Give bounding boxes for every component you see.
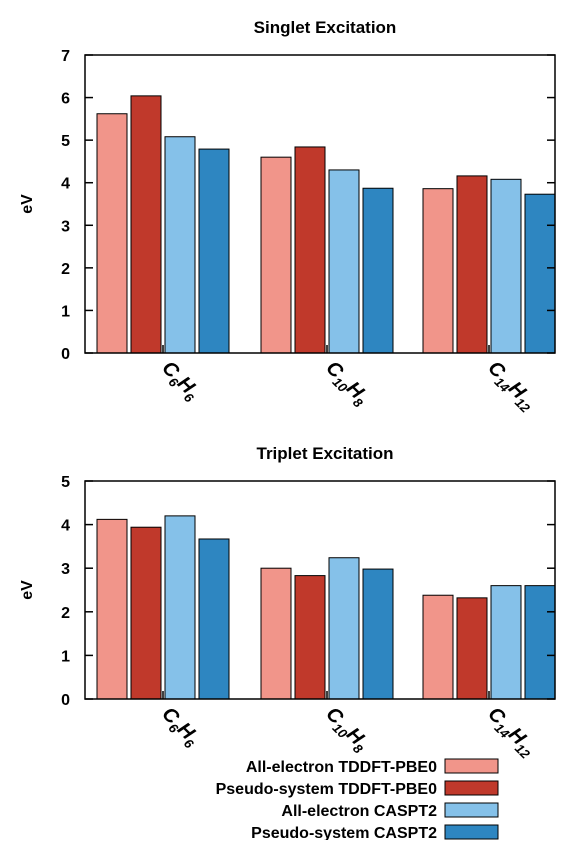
bar-1-1: [96, 518, 128, 700]
chart-title: Singlet Excitation: [254, 18, 397, 37]
chart-panel-2: Triplet Excitation 0 1 2 3 4 5 eV C6H6 C10H8 C14H1…: [19, 444, 556, 762]
y-tick-label: 5: [61, 474, 70, 491]
y-tick-label: 2: [61, 605, 70, 622]
bar-4-3: [524, 585, 556, 700]
legend-swatch: [444, 780, 499, 796]
legend-swatch: [444, 758, 499, 774]
bar-3-2: [328, 169, 360, 354]
y-axis-label: eV: [19, 580, 36, 600]
bar-3-2: [328, 557, 360, 700]
legend-label: All-electron TDDFT-PBE0: [246, 759, 437, 776]
bar-4-1: [198, 148, 230, 354]
bar-2-2: [294, 575, 326, 700]
legend-swatch: [444, 802, 499, 818]
y-tick-label: 1: [61, 648, 70, 665]
bar-3-1: [164, 136, 196, 354]
bar-3-3: [490, 178, 522, 354]
legend-label: All-electron CASPT2: [281, 803, 437, 820]
y-tick-label: 0: [61, 346, 70, 363]
category-label: C14H12: [481, 357, 540, 416]
bar-1-3: [422, 594, 454, 700]
bar-4-2: [362, 568, 394, 700]
y-tick-label: 1: [61, 303, 70, 320]
chart-panel-1: Singlet Excitation 0 1 2 3 4 5 6 7 eV C6H6 C10H8 C14…: [19, 18, 556, 416]
bar-4-1: [198, 538, 230, 700]
category-label: C14H12: [481, 703, 540, 762]
plot-frame: [84, 480, 556, 700]
bar-2-3: [456, 175, 488, 354]
y-tick-label: 2: [61, 261, 70, 278]
plot-frame: [84, 54, 556, 354]
category-label: C10H8: [319, 357, 373, 411]
category-label: C6H6: [155, 357, 204, 406]
bar-4-2: [362, 187, 394, 354]
bar-2-3: [456, 597, 488, 700]
y-tick-label: 3: [61, 561, 70, 578]
legend-swatch: [444, 824, 499, 840]
bar-3-1: [164, 515, 196, 700]
chart-title: Triplet Excitation: [257, 444, 394, 463]
category-label: C6H6: [155, 703, 204, 752]
bar-2-2: [294, 146, 326, 354]
y-tick-label: 4: [61, 518, 70, 535]
y-tick-label: 7: [61, 48, 70, 65]
legend-label: Pseudo-system CASPT2: [251, 825, 437, 840]
y-axis-label: eV: [19, 194, 36, 214]
category-label: C10H8: [319, 703, 373, 757]
bar-1-2: [260, 567, 292, 700]
y-tick-label: 3: [61, 218, 70, 235]
bar-4-3: [524, 193, 556, 354]
bar-2-1: [130, 95, 162, 354]
legend-label: Pseudo-system TDDFT-PBE0: [216, 781, 437, 798]
bar-1-2: [260, 156, 292, 354]
y-tick-label: 4: [61, 176, 70, 193]
y-tick-label: 6: [61, 91, 70, 108]
y-tick-label: 0: [61, 692, 70, 709]
bar-3-3: [490, 585, 522, 700]
bar-1-3: [422, 188, 454, 354]
bar-2-1: [130, 526, 162, 700]
bar-1-1: [96, 113, 128, 354]
y-tick-label: 5: [61, 133, 70, 150]
legend: All-electron TDDFT-PBE0 Pseudo-system TDD…: [216, 758, 499, 842]
